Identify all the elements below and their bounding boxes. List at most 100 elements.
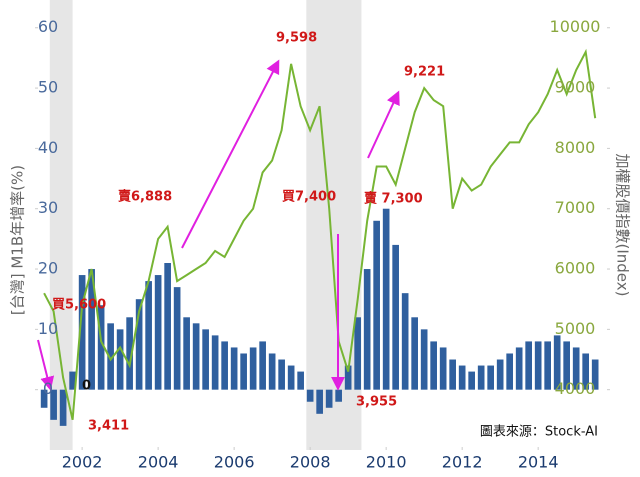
x-tick-label: 2002 <box>62 453 103 472</box>
bar <box>506 353 513 390</box>
arrow <box>367 90 400 159</box>
bar <box>553 335 561 390</box>
annotation: 買5,600 <box>52 298 106 313</box>
annotation: 賣6,888 <box>118 189 172 205</box>
bar <box>582 353 590 390</box>
bar <box>515 347 523 390</box>
bar <box>97 305 105 390</box>
x-tick-label: 2014 <box>518 453 559 472</box>
bar <box>373 220 380 390</box>
y-tick-label: 60 <box>38 17 58 36</box>
bar <box>306 389 314 402</box>
bar <box>525 341 532 390</box>
bar <box>477 365 485 390</box>
y2-tick-label: 4000 <box>555 379 596 398</box>
y2-tick-label: 6000 <box>555 259 596 278</box>
y-tick-label: 0 <box>43 379 53 398</box>
shaded-band <box>49 0 73 450</box>
bar <box>164 263 171 390</box>
bar <box>316 389 323 414</box>
bar <box>544 341 551 390</box>
bar <box>411 317 418 390</box>
bar <box>230 347 238 390</box>
y-tick-label: 20 <box>38 259 58 278</box>
plot <box>40 48 599 426</box>
bar <box>591 359 599 390</box>
bar <box>439 347 447 390</box>
y2-tick-label: 5000 <box>555 319 596 338</box>
bar <box>572 347 580 390</box>
bar <box>420 329 428 390</box>
arrow <box>37 339 55 391</box>
annotation: 3,955 <box>356 395 397 410</box>
bar <box>344 365 352 390</box>
shaded-band <box>306 0 362 450</box>
y2-tick-label: 10000 <box>550 17 601 36</box>
annotation: 0 <box>82 379 91 394</box>
x-tick-label: 2008 <box>290 453 331 472</box>
y-tick-label: 10 <box>38 319 58 338</box>
bar <box>382 208 390 390</box>
bar <box>496 359 504 390</box>
y-axis-title: [台灣] M1B年增率(%) <box>9 165 27 315</box>
bar <box>40 389 48 408</box>
y-tick-label: 40 <box>38 138 58 157</box>
source: 圖表來源：Stock-AI <box>480 425 598 440</box>
x-tick-label: 2004 <box>138 453 179 472</box>
y2-tick-label: 8000 <box>555 138 596 157</box>
bar <box>259 341 266 390</box>
x-tick-label: 2006 <box>214 453 255 472</box>
annotation: 3,411 <box>88 419 129 434</box>
y2-tick-label: 7000 <box>555 198 596 217</box>
annotation: 9,598 <box>276 31 317 46</box>
bar <box>126 317 133 390</box>
bar <box>325 389 333 408</box>
x-tick-label: 2012 <box>442 453 483 472</box>
bar <box>449 359 456 390</box>
bar <box>335 389 342 402</box>
bar <box>278 359 285 390</box>
bar <box>268 353 276 390</box>
annotation: 賣 7,300 <box>364 191 423 207</box>
y-tick-label: 50 <box>38 78 58 97</box>
arrow <box>181 59 280 249</box>
bar <box>401 293 409 390</box>
bar <box>145 281 152 390</box>
bar <box>154 275 162 390</box>
arrows <box>37 59 400 391</box>
bar <box>287 365 295 390</box>
bar <box>69 371 76 390</box>
y-tick-label: 30 <box>38 198 58 217</box>
annotation: 買7,400 <box>282 190 336 205</box>
bar <box>173 287 181 390</box>
bar <box>202 329 209 390</box>
bar <box>135 299 143 390</box>
bar <box>88 269 95 390</box>
bar <box>116 329 124 390</box>
y2-axis-title: 加權股價指數(Index) <box>614 154 632 297</box>
bar <box>183 317 190 390</box>
bar <box>297 371 304 390</box>
bar <box>249 347 257 390</box>
bar <box>363 269 371 390</box>
bar <box>534 341 542 390</box>
x-tick-label: 2010 <box>366 453 407 472</box>
bar <box>221 341 228 390</box>
index-line <box>43 48 597 421</box>
bar <box>59 389 67 426</box>
bar <box>392 244 399 390</box>
bar <box>458 365 466 390</box>
shaded-periods <box>49 0 362 450</box>
annotation: 9,221 <box>404 65 445 80</box>
bar <box>563 341 571 390</box>
bar <box>468 371 475 390</box>
bar <box>487 365 494 390</box>
y2-tick-label: 9000 <box>555 78 596 97</box>
bar <box>78 275 86 390</box>
bar <box>50 389 57 420</box>
bar <box>354 317 361 390</box>
bar <box>211 335 219 390</box>
bar <box>430 341 437 390</box>
bar <box>192 323 200 390</box>
